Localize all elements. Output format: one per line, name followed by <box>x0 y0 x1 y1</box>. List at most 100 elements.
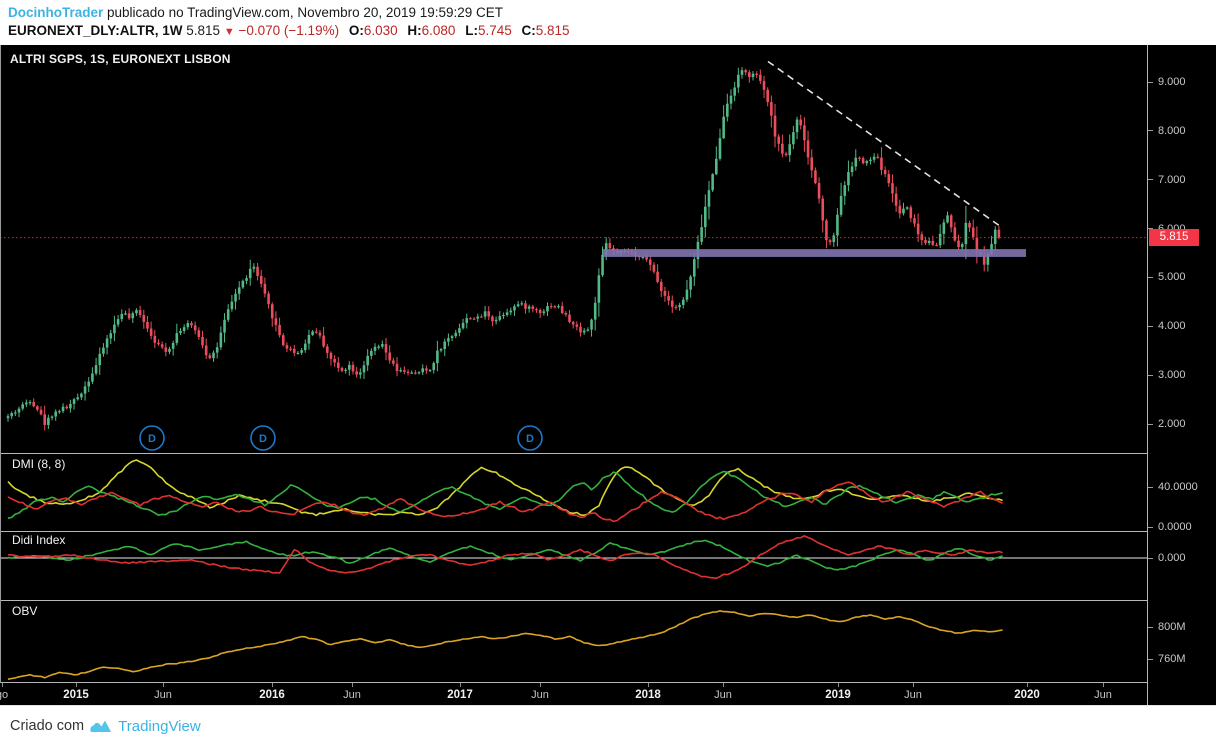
candle[interactable] <box>645 256 648 260</box>
candle[interactable] <box>542 311 546 314</box>
candle[interactable] <box>748 72 751 78</box>
candle[interactable] <box>157 342 160 345</box>
candle[interactable] <box>377 346 380 348</box>
candle[interactable] <box>505 312 509 315</box>
candle[interactable] <box>314 331 318 333</box>
candle[interactable] <box>91 373 94 382</box>
candle[interactable] <box>146 321 149 329</box>
candle[interactable] <box>65 406 69 409</box>
candle[interactable] <box>788 144 792 156</box>
trendline[interactable] <box>767 60 1001 227</box>
candle[interactable] <box>366 355 369 366</box>
candle[interactable] <box>582 330 586 333</box>
candle[interactable] <box>861 158 865 164</box>
candle[interactable] <box>803 125 806 141</box>
candle[interactable] <box>883 169 887 175</box>
candle[interactable] <box>898 205 902 214</box>
candle[interactable] <box>909 207 913 219</box>
candle[interactable] <box>439 349 443 351</box>
candle[interactable] <box>263 283 267 294</box>
candle[interactable] <box>916 223 920 235</box>
candle[interactable] <box>43 414 46 425</box>
candle[interactable] <box>942 222 946 234</box>
candle[interactable] <box>113 324 116 334</box>
candle[interactable] <box>913 218 916 224</box>
candle[interactable] <box>406 371 410 374</box>
candle[interactable] <box>557 306 560 308</box>
candle[interactable] <box>138 310 142 315</box>
candle[interactable] <box>571 322 575 325</box>
indicator-line[interactable] <box>7 481 1003 523</box>
candle[interactable] <box>278 324 281 336</box>
candle[interactable] <box>487 311 491 317</box>
candle[interactable] <box>465 318 469 323</box>
candle[interactable] <box>14 412 17 414</box>
candle[interactable] <box>491 316 494 322</box>
candle[interactable] <box>461 322 465 329</box>
candle[interactable] <box>964 222 968 245</box>
candle[interactable] <box>370 350 373 356</box>
candle[interactable] <box>949 215 953 228</box>
candle[interactable] <box>579 326 582 333</box>
candle[interactable] <box>806 140 810 158</box>
candle[interactable] <box>777 136 780 144</box>
candle[interactable] <box>733 87 736 96</box>
candle[interactable] <box>36 406 39 410</box>
candle[interactable] <box>362 365 366 373</box>
price-axis[interactable]: 5.815 9.0008.0007.0006.0005.0004.0003.00… <box>1147 45 1216 705</box>
candle[interactable] <box>281 335 285 346</box>
candle[interactable] <box>274 318 278 325</box>
symbol-name[interactable]: EURONEXT_DLY:ALTR, 1W <box>8 23 183 38</box>
candle[interactable] <box>946 215 949 223</box>
candle[interactable] <box>87 381 91 387</box>
candle[interactable] <box>894 193 898 206</box>
candle[interactable] <box>76 397 80 400</box>
dmi-panel[interactable] <box>7 459 1003 523</box>
candle[interactable] <box>311 331 314 335</box>
candle[interactable] <box>869 159 872 162</box>
candle[interactable] <box>520 303 524 305</box>
candle[interactable] <box>652 264 656 272</box>
candle[interactable] <box>957 240 960 248</box>
candle[interactable] <box>54 411 58 417</box>
candle[interactable] <box>10 413 13 417</box>
candle[interactable] <box>960 244 964 248</box>
candle[interactable] <box>307 334 311 344</box>
candle[interactable] <box>751 73 755 78</box>
candle[interactable] <box>817 183 821 199</box>
candle[interactable] <box>69 403 72 409</box>
author-link[interactable]: DocinhoTrader <box>8 5 104 20</box>
candle[interactable] <box>186 323 190 328</box>
candle[interactable] <box>707 190 711 207</box>
candle[interactable] <box>773 115 777 137</box>
candle[interactable] <box>792 132 795 145</box>
candle[interactable] <box>670 300 674 307</box>
candle[interactable] <box>663 291 667 296</box>
candle[interactable] <box>124 313 127 315</box>
candle[interactable] <box>381 344 384 347</box>
candle[interactable] <box>337 362 340 368</box>
candle[interactable] <box>825 220 828 241</box>
candle[interactable] <box>47 417 50 425</box>
obv-panel-title[interactable]: OBV <box>12 604 38 618</box>
candle[interactable] <box>392 360 395 364</box>
candle[interactable] <box>527 306 531 309</box>
candle[interactable] <box>351 364 355 372</box>
candle[interactable] <box>678 304 681 308</box>
candle[interactable] <box>234 293 237 302</box>
candle[interactable] <box>72 399 76 404</box>
indicator-line[interactable] <box>7 609 1003 680</box>
candle[interactable] <box>318 332 322 336</box>
candle[interactable] <box>593 302 597 320</box>
candle[interactable] <box>208 355 212 359</box>
candle[interactable] <box>553 306 557 308</box>
candle[interactable] <box>836 214 839 236</box>
candle[interactable] <box>601 254 604 276</box>
candle[interactable] <box>586 329 590 331</box>
candle[interactable] <box>608 243 612 249</box>
candle[interactable] <box>179 330 182 334</box>
candle[interactable] <box>164 347 168 352</box>
candle[interactable] <box>685 289 689 300</box>
candle[interactable] <box>726 103 729 117</box>
candle[interactable] <box>175 333 179 343</box>
